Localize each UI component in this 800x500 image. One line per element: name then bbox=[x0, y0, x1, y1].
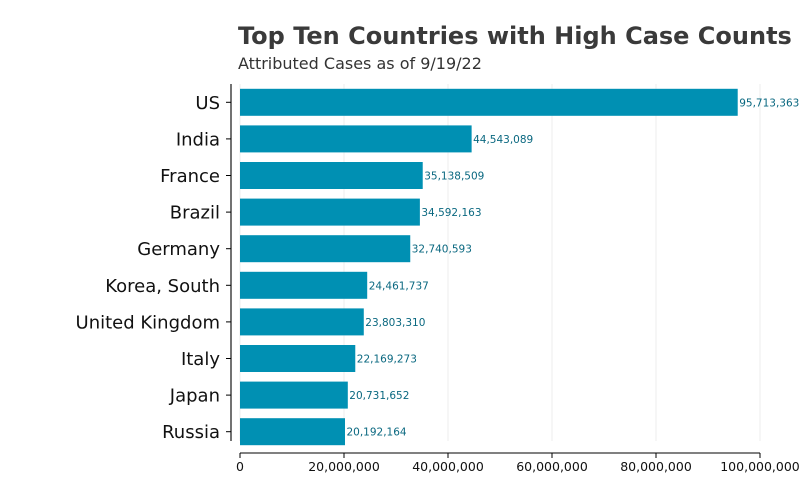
bar-value-label: 44,543,089 bbox=[473, 134, 533, 146]
bar-value-label: 32,740,593 bbox=[412, 244, 472, 256]
bar bbox=[240, 125, 472, 153]
x-tick-label: 80,000,000 bbox=[620, 459, 692, 474]
bar-value-label: 35,138,509 bbox=[424, 171, 484, 183]
bar-value-label: 95,713,363 bbox=[739, 97, 799, 109]
x-axis-ticks: 0 20,000,000 40,000,000 60,000,000 80,000,00… bbox=[236, 453, 800, 474]
bar bbox=[240, 88, 738, 116]
category-label: Germany bbox=[137, 239, 220, 260]
category-label: Brazil bbox=[170, 203, 220, 224]
x-tick-label: 40,000,000 bbox=[412, 459, 484, 474]
category-label: United Kingdom bbox=[76, 312, 220, 333]
bar bbox=[240, 308, 364, 336]
value-labels: 95,713,363 44,543,089 35,138,509 34,592,163… bbox=[346, 97, 799, 438]
x-tick-label: 60,000,000 bbox=[516, 459, 588, 474]
bar bbox=[240, 162, 423, 189]
category-label: Russia bbox=[162, 422, 220, 443]
bar-value-label: 24,461,737 bbox=[369, 280, 429, 292]
bar-value-label: 23,803,310 bbox=[365, 317, 425, 329]
bar bbox=[240, 345, 356, 372]
bar bbox=[240, 381, 348, 409]
category-label: India bbox=[176, 129, 220, 150]
bar bbox=[240, 418, 345, 446]
category-label: Italy bbox=[181, 349, 220, 370]
category-label: Japan bbox=[169, 386, 220, 407]
bar-value-label: 34,592,163 bbox=[421, 207, 481, 219]
bars bbox=[240, 88, 738, 446]
bar-value-label: 20,731,652 bbox=[349, 390, 409, 402]
category-labels: US India France Brazil Germany Korea, South Un… bbox=[76, 93, 231, 443]
category-label: US bbox=[195, 93, 220, 114]
category-label: Korea, South bbox=[105, 276, 220, 297]
bar-value-label: 20,192,164 bbox=[346, 427, 406, 439]
bar bbox=[240, 198, 420, 226]
x-tick-label: 20,000,000 bbox=[308, 459, 380, 474]
bar-value-label: 22,169,273 bbox=[357, 354, 417, 366]
chart-subtitle: Attributed Cases as of 9/19/22 bbox=[238, 54, 482, 73]
bar bbox=[240, 235, 411, 263]
bar bbox=[240, 271, 368, 299]
x-tick-label: 0 bbox=[236, 459, 244, 474]
chart-title: Top Ten Countries with High Case Counts bbox=[238, 22, 792, 50]
x-tick-label: 100,000,000 bbox=[720, 459, 800, 474]
category-label: France bbox=[160, 166, 220, 187]
